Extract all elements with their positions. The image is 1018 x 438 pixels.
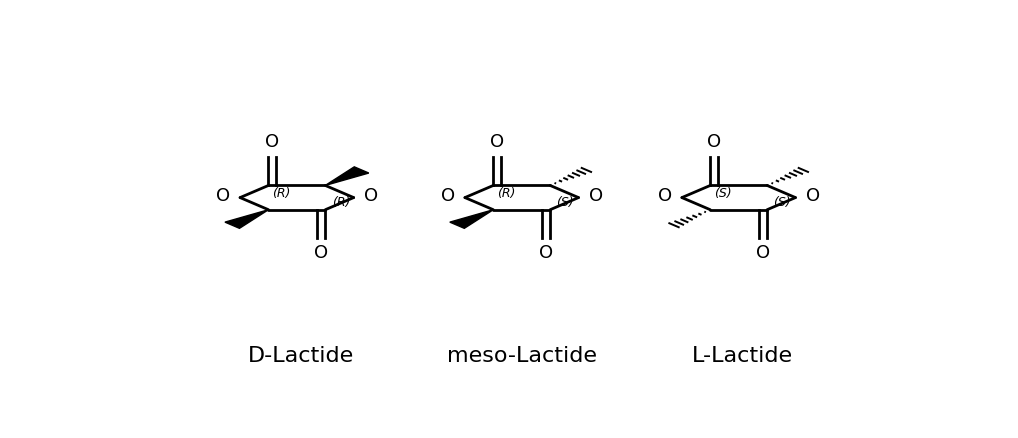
Text: O: O (806, 187, 819, 205)
Text: O: O (708, 133, 722, 151)
Text: O: O (540, 244, 553, 262)
Text: D-Lactide: D-Lactide (247, 346, 354, 366)
Text: O: O (658, 187, 672, 205)
Text: O: O (441, 187, 455, 205)
Text: O: O (315, 244, 329, 262)
Text: (S): (S) (715, 187, 732, 200)
Polygon shape (450, 210, 494, 228)
Text: L-Lactide: L-Lactide (692, 346, 793, 366)
Text: meso-Lactide: meso-Lactide (447, 346, 597, 366)
Text: (R): (R) (497, 187, 516, 200)
Text: O: O (364, 187, 378, 205)
Text: (R): (R) (273, 187, 291, 200)
Polygon shape (225, 210, 269, 228)
Text: O: O (756, 244, 771, 262)
Text: (R): (R) (332, 195, 350, 208)
Text: (S): (S) (774, 195, 791, 208)
Text: O: O (266, 133, 280, 151)
Text: O: O (491, 133, 504, 151)
Text: (S): (S) (557, 195, 574, 208)
Polygon shape (326, 167, 369, 185)
Text: O: O (588, 187, 603, 205)
Text: O: O (216, 187, 230, 205)
